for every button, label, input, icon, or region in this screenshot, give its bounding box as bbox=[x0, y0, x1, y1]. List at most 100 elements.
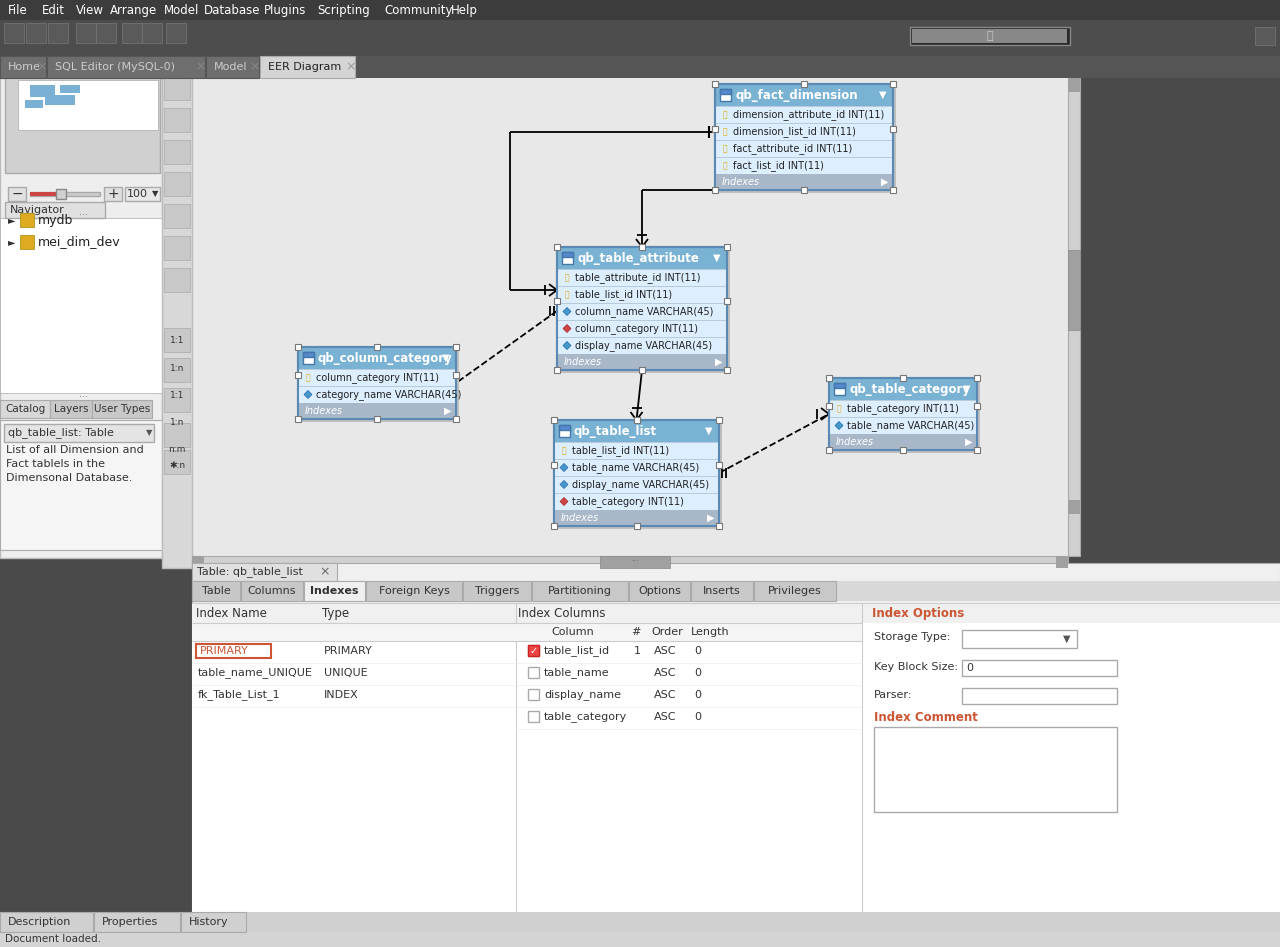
Text: Key Block Size:: Key Block Size: bbox=[874, 662, 957, 672]
Bar bbox=[93, 912, 180, 932]
Bar bbox=[554, 244, 561, 250]
Text: Index Columns: Index Columns bbox=[518, 606, 605, 619]
Bar bbox=[164, 450, 189, 474]
Text: ▶: ▶ bbox=[881, 177, 888, 187]
Bar bbox=[163, 78, 192, 568]
Polygon shape bbox=[563, 342, 571, 349]
Text: category_name VARCHAR(45): category_name VARCHAR(45) bbox=[316, 389, 461, 400]
Text: ✓: ✓ bbox=[530, 646, 538, 655]
Bar bbox=[4, 424, 154, 442]
Text: ►: ► bbox=[8, 215, 15, 225]
Bar bbox=[532, 581, 627, 601]
Bar bbox=[463, 581, 531, 601]
Bar bbox=[301, 350, 460, 422]
Bar bbox=[0, 400, 50, 418]
Bar bbox=[716, 417, 722, 423]
Bar bbox=[712, 81, 718, 87]
Text: Indexes: Indexes bbox=[564, 357, 602, 367]
Text: qb_table_category: qb_table_category bbox=[849, 383, 970, 396]
Bar bbox=[716, 523, 722, 529]
Bar bbox=[303, 352, 314, 357]
Bar bbox=[76, 23, 96, 43]
Bar bbox=[1068, 78, 1080, 92]
Text: ×: × bbox=[250, 61, 260, 74]
Text: table_list_id INT(11): table_list_id INT(11) bbox=[572, 445, 669, 456]
Bar bbox=[164, 108, 189, 132]
Text: Description: Description bbox=[8, 917, 72, 927]
Text: table_attribute_id INT(11): table_attribute_id INT(11) bbox=[575, 272, 700, 283]
Bar bbox=[20, 213, 35, 227]
Polygon shape bbox=[835, 421, 844, 430]
FancyBboxPatch shape bbox=[554, 420, 719, 526]
Text: Indexes: Indexes bbox=[305, 406, 343, 416]
Bar bbox=[716, 462, 722, 468]
Bar bbox=[29, 85, 55, 97]
Bar bbox=[974, 447, 980, 453]
Bar bbox=[45, 95, 76, 105]
Text: Arrange: Arrange bbox=[110, 4, 157, 16]
Text: Help: Help bbox=[451, 4, 477, 16]
Text: List of all Dimension and: List of all Dimension and bbox=[6, 445, 143, 455]
Bar bbox=[4, 23, 24, 43]
Text: ▶: ▶ bbox=[444, 406, 452, 416]
Text: Type: Type bbox=[323, 606, 349, 619]
Text: UNIQUE: UNIQUE bbox=[324, 668, 367, 678]
Bar bbox=[557, 423, 722, 529]
Text: fact_list_id INT(11): fact_list_id INT(11) bbox=[733, 160, 824, 171]
Text: PRIMARY: PRIMARY bbox=[200, 646, 248, 656]
Text: Database: Database bbox=[204, 4, 261, 16]
Text: table_list_id: table_list_id bbox=[544, 646, 611, 656]
Bar bbox=[56, 189, 67, 199]
Text: ▼: ▼ bbox=[705, 426, 713, 436]
Text: dimension_list_id INT(11): dimension_list_id INT(11) bbox=[733, 126, 856, 137]
Bar bbox=[634, 523, 640, 529]
Bar bbox=[900, 375, 906, 381]
Text: Model: Model bbox=[214, 62, 247, 72]
Bar bbox=[826, 375, 832, 381]
Text: Columns: Columns bbox=[247, 586, 296, 596]
Bar bbox=[835, 383, 845, 388]
Bar bbox=[911, 29, 1068, 43]
Bar bbox=[562, 252, 573, 264]
Bar bbox=[453, 416, 460, 422]
Bar bbox=[298, 403, 456, 419]
Text: Options: Options bbox=[639, 586, 681, 596]
Text: ASC: ASC bbox=[654, 712, 677, 722]
Text: 🔑: 🔑 bbox=[564, 290, 570, 299]
Bar bbox=[963, 688, 1117, 704]
Bar bbox=[712, 187, 718, 193]
Text: 🔑: 🔑 bbox=[723, 144, 727, 153]
Bar bbox=[294, 372, 301, 378]
Bar bbox=[18, 80, 157, 130]
Text: table_category INT(11): table_category INT(11) bbox=[572, 496, 684, 507]
Bar bbox=[900, 447, 906, 453]
Bar bbox=[374, 416, 380, 422]
Bar bbox=[96, 23, 116, 43]
Polygon shape bbox=[563, 325, 571, 332]
Text: table_name VARCHAR(45): table_name VARCHAR(45) bbox=[847, 420, 974, 431]
Bar bbox=[453, 344, 460, 350]
Bar bbox=[1068, 250, 1080, 330]
Text: table_list_id INT(11): table_list_id INT(11) bbox=[575, 289, 672, 300]
Bar bbox=[634, 417, 640, 423]
Text: qb_table_list: qb_table_list bbox=[573, 424, 657, 438]
Text: File: File bbox=[8, 4, 28, 16]
Bar bbox=[298, 369, 456, 403]
Text: 🔑: 🔑 bbox=[723, 161, 727, 170]
Bar bbox=[104, 187, 122, 201]
Polygon shape bbox=[561, 480, 568, 489]
Text: ···: ··· bbox=[78, 210, 87, 220]
Text: 0: 0 bbox=[694, 690, 701, 700]
Text: ✱:n: ✱:n bbox=[169, 460, 186, 470]
Text: fk_Table_List_1: fk_Table_List_1 bbox=[198, 689, 280, 701]
Bar bbox=[192, 603, 1280, 623]
Bar bbox=[801, 81, 806, 87]
Text: EER Diagram: EER Diagram bbox=[268, 62, 342, 72]
Text: Properties: Properties bbox=[102, 917, 159, 927]
Bar bbox=[724, 297, 730, 303]
Bar bbox=[910, 27, 1070, 45]
Text: ×: × bbox=[195, 61, 206, 74]
Text: 🔑: 🔑 bbox=[562, 446, 566, 455]
FancyBboxPatch shape bbox=[557, 247, 727, 370]
Text: column_name VARCHAR(45): column_name VARCHAR(45) bbox=[575, 306, 713, 317]
